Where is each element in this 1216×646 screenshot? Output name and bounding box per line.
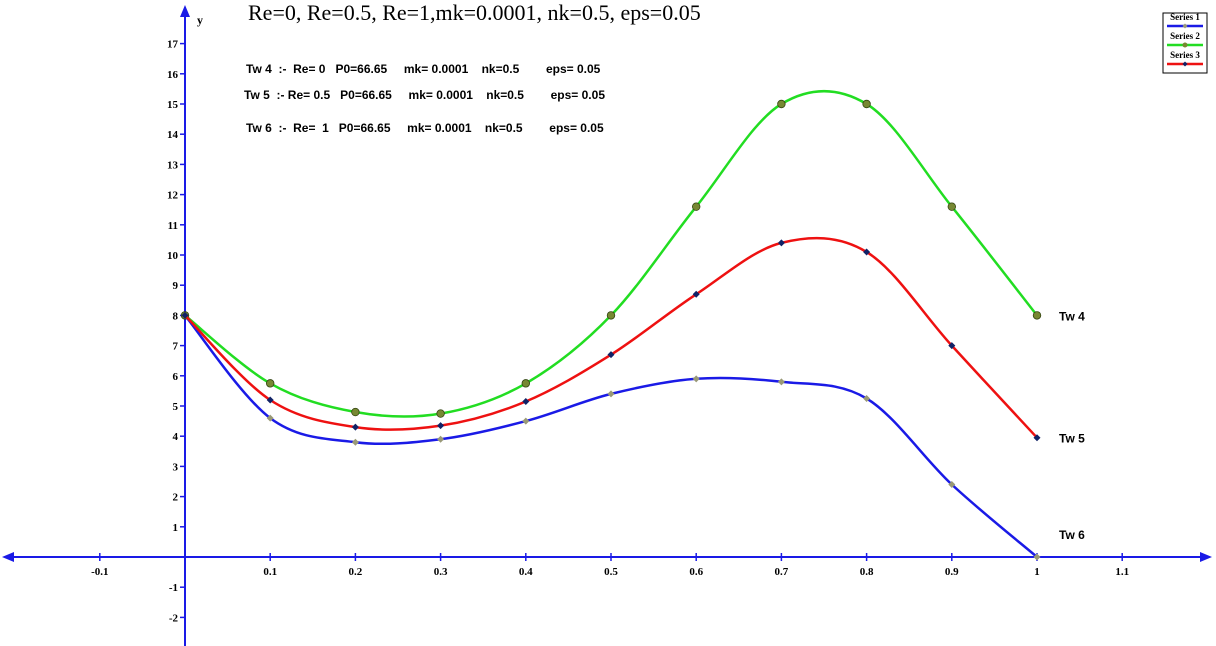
legend-marker [1182,42,1188,48]
y-tick-label: 15 [167,99,179,111]
y-tick-label: 8 [173,310,179,322]
legend: Series 1 Series 2 Series 3 [1162,12,1208,74]
data-point [437,435,445,443]
parameter-line-tw6: Tw 6 :- Re= 1 P0=66.65 mk= 0.0001 nk=0.5… [246,121,604,135]
legend-marker [1182,61,1188,67]
y-tick-label: 12 [167,190,179,202]
x-tick-label: 0.3 [434,566,448,578]
x-tick-label: 0.5 [604,566,618,578]
data-point [863,248,871,256]
y-tick-label: 1 [173,522,179,534]
y-tick-label: 14 [167,129,179,141]
series-end-label: Tw 5 [1059,432,1085,446]
series-group [180,89,1042,561]
y-tick-label: 11 [168,220,178,232]
data-point [351,423,359,431]
tick-labels: -0.1 0.1 0.2 0.3 0.4 0.5 0.6 0.7 0.8 0.9 1 1.1 -2 -1 1… [91,39,1129,625]
x-tick-label: 1.1 [1115,566,1129,578]
data-point [692,375,700,383]
data-point [948,481,956,489]
data-point [436,409,445,418]
data-point [777,99,786,109]
x-tick-label: 0.7 [775,566,789,578]
data-point [522,397,530,405]
y-tick-label: 7 [173,341,179,353]
data-point [266,414,274,422]
series-1 [181,311,1041,561]
parameter-line-tw5: Tw 5 :- Re= 0.5 P0=66.65 mk= 0.0001 nk=0… [244,88,605,102]
series-end-labels: Tw 6 Tw 4 Tw 5 [1059,309,1085,542]
x-tick-label: 1 [1034,566,1040,578]
x-tick-label: 0.9 [945,566,959,578]
series-2 [180,89,1042,418]
x-axis-arrow-left [2,552,14,562]
y-tick-label: 3 [173,461,179,473]
data-point [607,390,615,398]
chart-title: Re=0, Re=0.5, Re=1,mk=0.0001, nk=0.5, ep… [248,0,701,25]
y-axis-label: y [197,13,203,27]
data-point [947,202,956,211]
y-tick-label: -2 [169,612,179,624]
data-point [606,311,616,320]
x-tick-label: 0.2 [349,566,363,578]
data-point [948,342,956,350]
x-tick-label: 0.4 [519,566,533,578]
data-point [351,407,360,417]
y-tick-label: 16 [167,69,179,81]
data-point [1033,434,1041,442]
data-point [862,99,871,109]
series-line-3 [184,236,1038,439]
axes [2,5,1212,646]
data-point [1032,311,1042,320]
x-tick-label: 0.6 [689,566,703,578]
parameter-annotations: Tw 4 :- Re= 0 P0=66.65 mk= 0.0001 nk=0.5… [244,62,605,135]
y-tick-label: 5 [173,401,179,413]
data-point [692,202,701,211]
data-point [522,417,530,425]
series-end-label: Tw 4 [1059,309,1085,323]
x-tick-label: 0.1 [263,566,277,578]
y-tick-label: 9 [173,280,179,292]
y-tick-label: 17 [167,39,179,51]
legend-entry-label: Series 1 [1170,12,1200,22]
y-tick-label: 13 [167,159,179,171]
legend-marker [1182,23,1188,29]
y-tick-label: 2 [173,492,179,504]
data-point [777,239,785,247]
parameter-line-tw4: Tw 4 :- Re= 0 P0=66.65 mk= 0.0001 nk=0.5… [246,62,601,76]
y-tick-label: 4 [173,431,179,443]
data-point [351,438,359,446]
data-point [1033,553,1041,561]
x-axis-arrow-right [1200,552,1212,562]
data-point [521,379,530,388]
data-point [607,351,615,359]
series-line-2 [184,89,1038,418]
legend-entry-label: Series 2 [1170,31,1200,41]
data-point [777,378,785,386]
y-tick-label: 6 [173,371,179,383]
data-point [437,422,445,430]
data-point [692,290,700,298]
series-3 [181,236,1041,442]
data-point [181,311,189,319]
data-point [266,396,274,404]
x-tick-label: 0.8 [860,566,874,578]
y-tick-label: 10 [167,250,179,262]
legend-entry-label: Series 3 [1170,50,1200,60]
y-tick-label: -1 [169,582,178,594]
series-end-label: Tw 6 [1059,528,1085,542]
data-point [863,394,871,402]
x-tick-label: -0.1 [91,566,108,578]
y-axis-arrow [180,5,190,17]
data-point [266,379,275,388]
